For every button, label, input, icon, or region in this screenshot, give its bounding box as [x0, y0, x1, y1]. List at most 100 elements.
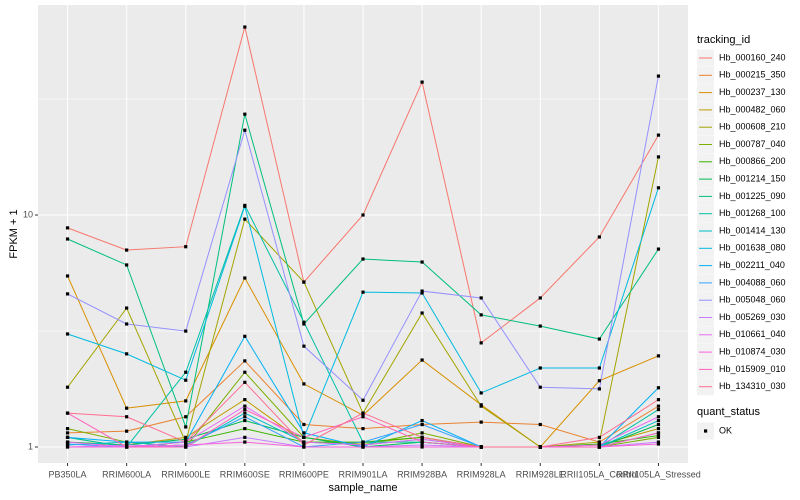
- data-point: [656, 354, 661, 358]
- data-point: [125, 445, 129, 449]
- data-point: [479, 313, 483, 317]
- data-point: [361, 411, 365, 415]
- data-point: [243, 359, 247, 363]
- data-point: [302, 431, 306, 435]
- legend-label: Hb_000160_240: [719, 52, 786, 62]
- data-point: [656, 418, 661, 423]
- data-point: [302, 435, 306, 439]
- data-point: [184, 378, 188, 382]
- data-point: [656, 415, 661, 419]
- data-point: [184, 443, 188, 447]
- x-tick-label: RRIM928LE: [516, 469, 565, 479]
- data-point: [420, 431, 424, 435]
- data-point: [361, 427, 365, 431]
- data-point: [243, 217, 247, 221]
- data-point: [656, 407, 661, 412]
- data-point: [597, 235, 601, 239]
- data-point: [302, 322, 306, 326]
- data-point: [243, 404, 247, 408]
- data-point: [656, 133, 661, 137]
- x-tick-label: RRIM600LE: [161, 469, 210, 479]
- legend-label: OK: [719, 425, 732, 435]
- data-point: [65, 385, 70, 389]
- data-point: [243, 276, 247, 280]
- data-point: [65, 431, 70, 435]
- data-point: [184, 437, 188, 441]
- data-point: [65, 237, 70, 241]
- data-point: [125, 352, 129, 356]
- data-point: [420, 445, 424, 449]
- y-tick-label: 1: [28, 441, 33, 451]
- legend-label: Hb_134310_030: [719, 381, 786, 391]
- data-point: [597, 440, 601, 444]
- legend-label: Hb_000482_060: [719, 104, 786, 114]
- data-point: [184, 370, 188, 374]
- data-point: [125, 429, 129, 433]
- data-point: [420, 418, 424, 423]
- data-point: [243, 25, 247, 29]
- x-tick-label: PB350LA: [49, 469, 87, 479]
- x-tick-label: RRII105LA_Stressed: [616, 469, 701, 479]
- data-point: [656, 398, 661, 402]
- data-point: [184, 329, 188, 333]
- data-point: [302, 440, 306, 444]
- data-point: [65, 332, 70, 336]
- data-point: [538, 445, 542, 449]
- data-point: [656, 186, 661, 190]
- data-point: [65, 435, 70, 439]
- data-point: [65, 226, 70, 230]
- x-tick-label: RRIM600SE: [220, 469, 270, 479]
- data-point: [243, 112, 247, 116]
- data-point: [302, 344, 306, 348]
- data-point: [479, 341, 483, 345]
- data-point: [420, 437, 424, 441]
- y-tick-label: 10: [23, 209, 33, 219]
- data-point: [243, 204, 247, 208]
- legend-label: Hb_005048_060: [719, 295, 786, 305]
- data-point: [65, 445, 70, 449]
- data-point: [184, 445, 188, 449]
- legend-label: Hb_001638_080: [719, 243, 786, 253]
- legend-label: Hb_010874_030: [719, 346, 786, 356]
- data-point: [184, 440, 188, 444]
- data-point: [243, 411, 247, 415]
- data-point: [184, 435, 188, 439]
- data-point: [243, 398, 247, 402]
- data-point: [656, 247, 661, 251]
- data-point: [597, 366, 601, 370]
- legend-label: Hb_001214_150: [719, 173, 786, 183]
- data-point: [420, 291, 424, 295]
- data-point: [302, 320, 306, 324]
- data-point: [597, 435, 601, 439]
- legend-title: tracking_id: [697, 34, 750, 46]
- data-point: [125, 248, 129, 252]
- data-point: [597, 379, 601, 383]
- x-tick-label: RRIM600PE: [279, 469, 329, 479]
- data-point: [656, 440, 661, 444]
- x-axis-label: sample_name: [328, 482, 397, 494]
- data-point: [361, 290, 365, 294]
- data-point: [420, 443, 424, 447]
- data-point: [538, 366, 542, 370]
- data-point: [65, 427, 70, 431]
- data-point: [65, 292, 70, 296]
- data-point: [420, 289, 424, 293]
- legend-swatch: [704, 429, 708, 433]
- data-point: [125, 415, 129, 419]
- data-point: [420, 422, 424, 427]
- data-point: [125, 322, 129, 326]
- data-point: [125, 263, 129, 267]
- data-point: [538, 385, 542, 389]
- data-point: [184, 425, 188, 429]
- data-point: [361, 440, 365, 444]
- data-point: [656, 404, 661, 408]
- data-point: [65, 442, 70, 446]
- data-point: [656, 422, 661, 427]
- data-point: [302, 382, 306, 386]
- legend-label: Hb_002211_040: [719, 260, 785, 270]
- legend-title: quant_status: [697, 406, 760, 418]
- data-point: [656, 427, 661, 431]
- data-point: [420, 80, 424, 84]
- data-point: [302, 443, 306, 447]
